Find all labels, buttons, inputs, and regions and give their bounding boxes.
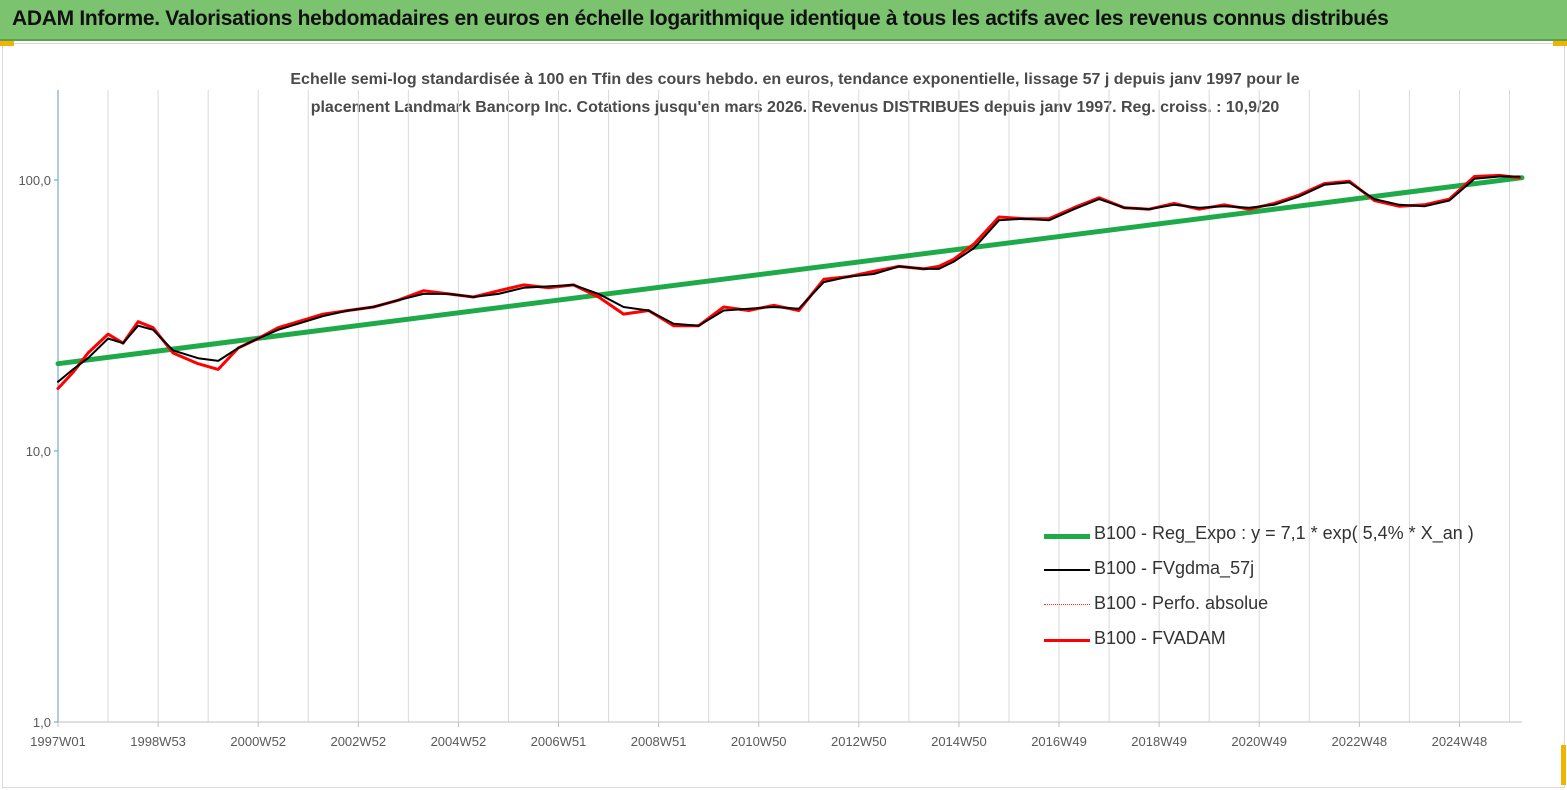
legend-swatch (1044, 639, 1090, 642)
legend-item: B100 - FVgdma_57j (1040, 555, 1500, 590)
x-tick-label: 2014W50 (931, 734, 987, 749)
y-tick-label: 1,0 (33, 715, 51, 730)
legend-item: B100 - Reg_Expo : y = 7,1 * exp( 5,4% * … (1040, 520, 1500, 555)
chart-legend: B100 - Reg_Expo : y = 7,1 * exp( 5,4% * … (1040, 520, 1500, 660)
x-tick-label: 2016W49 (1031, 734, 1087, 749)
corner-marker-top-right (1553, 41, 1567, 46)
corner-marker-bottom-right (1561, 745, 1566, 785)
x-tick-label: 2018W49 (1131, 734, 1187, 749)
legend-item: B100 - Perfo. absolue (1040, 590, 1500, 625)
legend-swatch (1044, 604, 1090, 605)
x-tick-label: 2022W48 (1332, 734, 1388, 749)
x-tick-label: 2008W51 (631, 734, 687, 749)
x-tick-label: 2006W51 (531, 734, 587, 749)
x-tick-label: 2000W52 (230, 734, 286, 749)
x-tick-label: 2002W52 (330, 734, 386, 749)
chart-subtitle-line-2: placement Landmark Bancorp Inc. Cotation… (310, 99, 1280, 116)
x-tick-label: 2020W49 (1231, 734, 1287, 749)
series-line-2 (57, 175, 1521, 383)
legend-label: B100 - Perfo. absolue (1094, 593, 1269, 613)
legend-item: B100 - FVADAM (1040, 625, 1500, 660)
series-line-1 (55, 175, 1525, 367)
x-tick-label: 2024W48 (1432, 734, 1488, 749)
chart-subtitle-line-1: Echelle semi-log standardisée à 100 en T… (290, 71, 1300, 88)
legend-swatch (1044, 534, 1090, 539)
y-tick-label: 10,0 (26, 444, 51, 459)
x-tick-label: 2012W50 (831, 734, 887, 749)
x-tick-label: 1998W53 (130, 734, 186, 749)
x-tick-label: 1997W01 (30, 734, 86, 749)
x-tick-label: 2010W50 (731, 734, 787, 749)
header-bar: ADAM Informe. Valorisations hebdomadaire… (0, 0, 1567, 41)
y-tick-label: 100,0 (18, 173, 51, 188)
corner-marker-top-left (0, 41, 14, 46)
x-tick-label: 2004W52 (431, 734, 487, 749)
legend-label: B100 - Reg_Expo : y = 7,1 * exp( 5,4% * … (1094, 523, 1474, 543)
chart-frame (2, 43, 1565, 788)
axis-layer: 1,0 10,0 100,0 1997W01 1998W53 2000W52 2002W52… (18, 90, 1522, 749)
legend-label: B100 - FVADAM (1094, 628, 1226, 648)
report-title: ADAM Informe. Valorisations hebdomadaire… (12, 7, 1389, 30)
legend-label: B100 - FVgdma_57j (1094, 558, 1255, 578)
chart-subtitle: Echelle semi-log standardisée à 100 en T… (130, 66, 1460, 122)
legend-swatch (1044, 569, 1090, 571)
series-layer (55, 173, 1525, 390)
